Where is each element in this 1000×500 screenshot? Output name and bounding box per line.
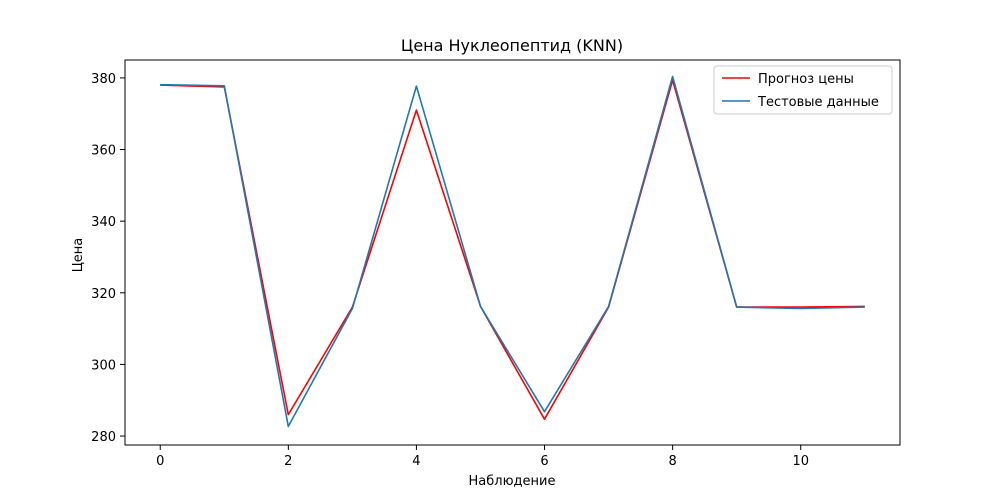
plot-area [160,75,865,428]
x-tick-label: 2 [284,454,292,469]
legend-box [713,65,893,115]
x-tick-label: 10 [792,454,809,469]
x-tick-label: 0 [156,454,164,469]
x-tick-label: 4 [412,454,420,469]
chart-title: Цена Нуклеопептид (KNN) [401,36,623,55]
series-line-2 [160,75,865,428]
y-tick-label: 340 [91,215,116,230]
y-tick-label: 280 [91,430,116,445]
y-axis: 280 300 320 340 360 380 [91,72,125,445]
y-tick-label: 300 [91,358,116,373]
legend-label-1: Прогноз цены [758,72,854,87]
x-axis-label: Наблюдение [469,474,556,489]
y-tick-label: 360 [91,144,116,159]
x-tick-label: 6 [540,454,548,469]
series-line-1 [160,79,865,421]
y-tick-label: 320 [91,287,116,302]
plot-frame [124,59,901,446]
y-tick-label: 380 [91,72,116,87]
y-axis-label: Цена [71,238,86,273]
x-tick-label: 8 [668,454,676,469]
x-axis: 0 2 4 6 8 10 [156,445,809,469]
legend-label-2: Тестовые данные [757,95,879,110]
legend: Прогноз цены Тестовые данные [713,65,893,115]
